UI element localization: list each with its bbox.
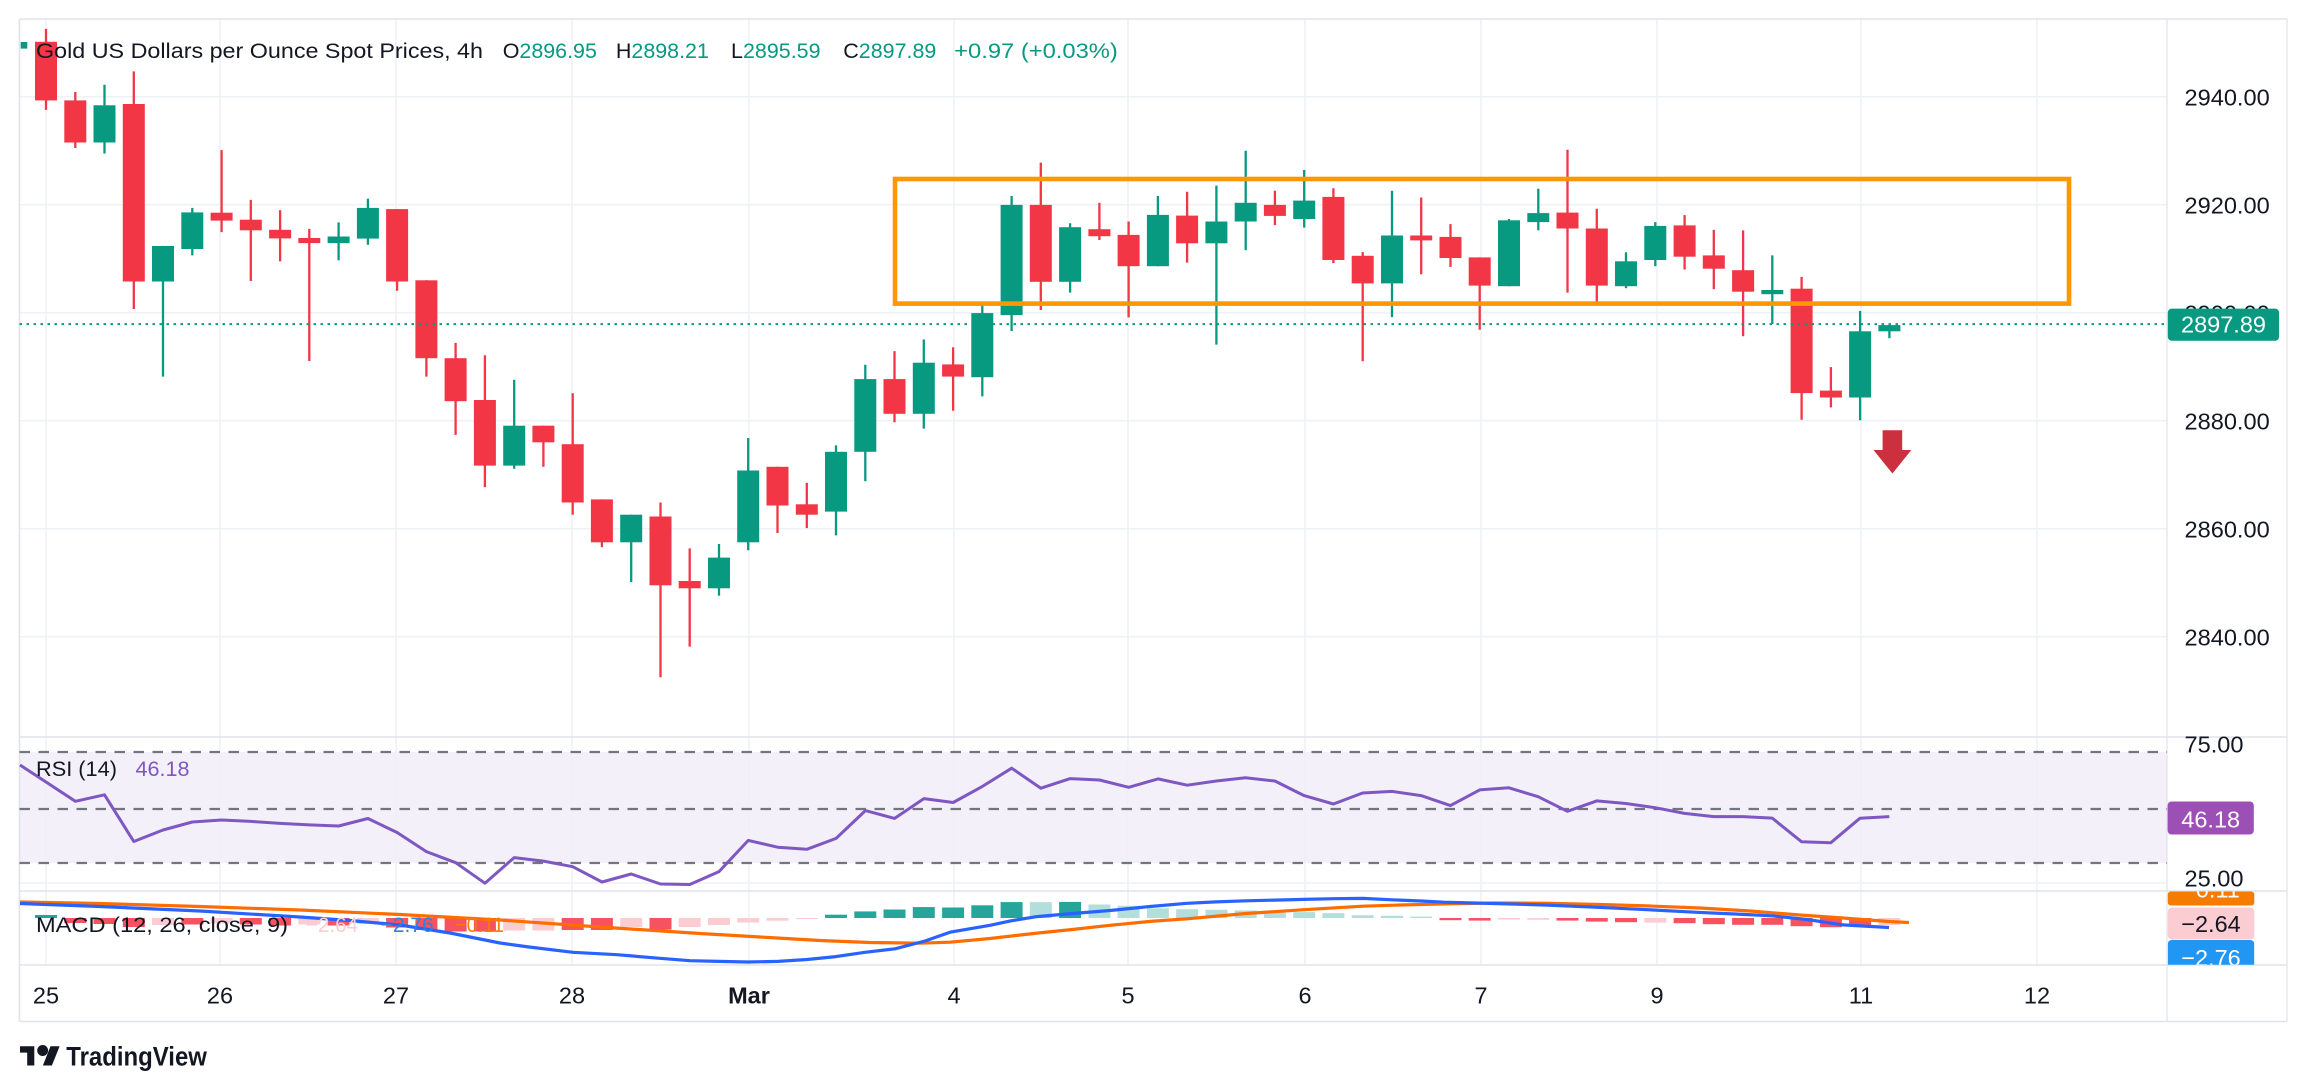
svg-text:MACD (12, 26, close, 9): MACD (12, 26, close, 9)	[36, 913, 288, 937]
svg-text:4: 4	[947, 983, 960, 1009]
svg-text:−2.64: −2.64	[2181, 911, 2240, 937]
svg-text:2898.21: 2898.21	[631, 39, 709, 63]
svg-text:TradingView: TradingView	[66, 1042, 207, 1072]
svg-text:Gold US Dollars per Ounce Spot: Gold US Dollars per Ounce Spot Prices, 4…	[36, 39, 483, 63]
svg-text:2940.00: 2940.00	[2185, 84, 2270, 110]
svg-text:−0.11: −0.11	[2182, 877, 2240, 903]
svg-text:O: O	[503, 39, 520, 63]
svg-text:2860.00: 2860.00	[2185, 516, 2270, 542]
svg-text:5: 5	[1121, 983, 1134, 1009]
svg-text:75.00: 75.00	[2185, 732, 2244, 758]
svg-text:6: 6	[1298, 983, 1311, 1009]
svg-text:Mar: Mar	[728, 983, 770, 1009]
svg-text:−0.11: −0.11	[455, 913, 504, 937]
svg-text:12: 12	[2024, 983, 2050, 1009]
svg-text:2897.89: 2897.89	[859, 39, 937, 63]
svg-text:−2.76: −2.76	[2181, 945, 2240, 971]
svg-text:11: 11	[1849, 983, 1873, 1009]
svg-text:26: 26	[207, 983, 233, 1009]
svg-text:−2.76: −2.76	[381, 913, 434, 937]
svg-text:L: L	[731, 39, 743, 63]
svg-text:9: 9	[1650, 983, 1663, 1009]
svg-text:2880.00: 2880.00	[2185, 408, 2270, 434]
svg-text:2840.00: 2840.00	[2185, 624, 2270, 650]
svg-text:25: 25	[33, 983, 59, 1009]
svg-text:+0.97 (+0.03%): +0.97 (+0.03%)	[954, 39, 1118, 63]
svg-text:46.18: 46.18	[2181, 806, 2240, 832]
svg-text:2895.59: 2895.59	[743, 39, 821, 63]
svg-text:27: 27	[383, 983, 409, 1009]
svg-text:7: 7	[1474, 983, 1487, 1009]
svg-text:28: 28	[559, 983, 585, 1009]
svg-text:H: H	[616, 39, 632, 63]
svg-text:25.00: 25.00	[2185, 866, 2244, 892]
svg-text:2897.89: 2897.89	[2181, 311, 2266, 337]
svg-text:RSI (14): RSI (14)	[36, 757, 117, 781]
svg-text:−2.64: −2.64	[306, 913, 358, 937]
svg-text:2920.00: 2920.00	[2185, 192, 2270, 218]
svg-text:46.18: 46.18	[136, 757, 190, 781]
svg-text:2896.95: 2896.95	[519, 39, 597, 63]
svg-text:C: C	[843, 39, 859, 63]
